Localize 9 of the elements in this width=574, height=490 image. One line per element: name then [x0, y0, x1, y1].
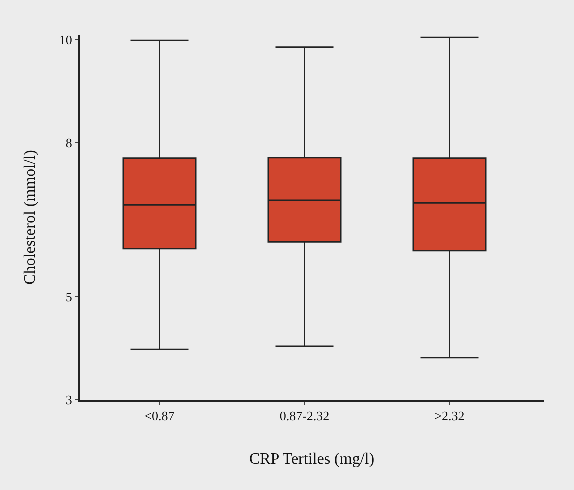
y-tick-label: 3	[66, 392, 72, 408]
x-tick-label: <0.87	[144, 408, 176, 424]
y-tick-label: 10	[59, 32, 72, 48]
y-axis-title: Cholesterol (mmol/l)	[22, 150, 39, 285]
x-tick-label: >2.32	[434, 408, 465, 424]
x-tick-label: 0.87-2.32	[280, 408, 330, 424]
y-tick-label: 5	[66, 290, 72, 305]
x-axis-title: CRP Tertiles (mg/l)	[249, 450, 375, 468]
y-tick-label: 8	[66, 136, 72, 151]
